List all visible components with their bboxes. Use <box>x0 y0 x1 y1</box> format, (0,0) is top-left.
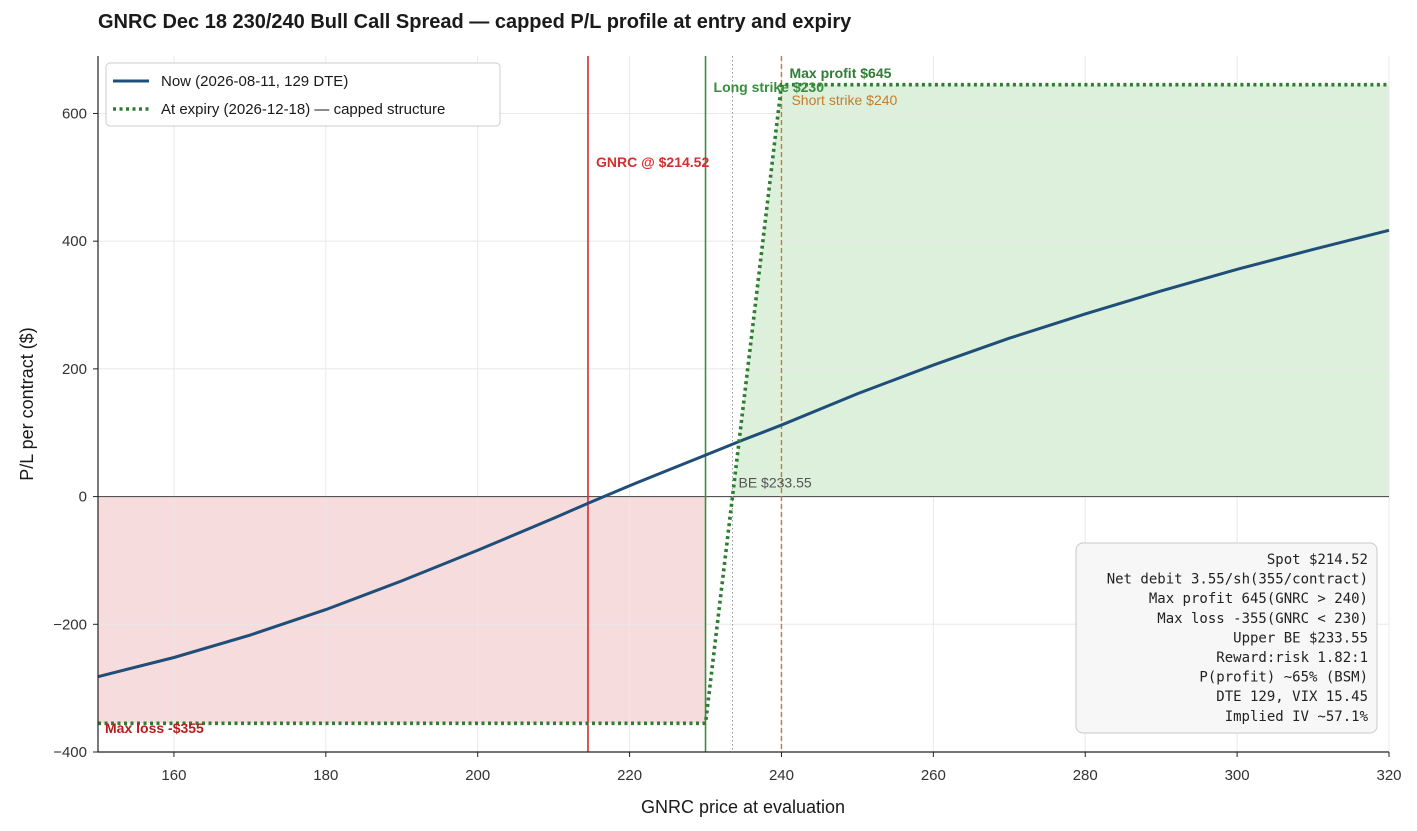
y-tick-label: 0 <box>79 489 87 506</box>
x-tick-label: 240 <box>769 767 794 784</box>
x-tick-label: 320 <box>1376 767 1401 784</box>
stats-box <box>1075 542 1378 734</box>
stats-line: Net debit 3.55/sh(355/contract) <box>1107 572 1368 588</box>
x-tick-label: 160 <box>161 767 186 784</box>
max-profit-label: Max profit $645 <box>789 65 891 81</box>
y-axis-label: P/L per contract ($) <box>17 327 37 480</box>
legend-box <box>105 62 501 127</box>
long-strike-label: Long strike $230 <box>714 79 825 95</box>
stats-line: Upper BE $233.55 <box>1233 630 1368 646</box>
expiry-pl-line <box>98 82 1389 726</box>
y-tick-label: 600 <box>62 105 87 122</box>
y-tick-label: −400 <box>53 744 87 761</box>
x-tick-label: 260 <box>921 767 946 784</box>
spot-price-label: GNRC @ $214.52 <box>596 154 709 170</box>
legend-label-expiry: At expiry (2026-12-18) — capped structur… <box>161 101 445 118</box>
y-tick-label: 200 <box>62 361 87 378</box>
y-tick-label: −200 <box>53 616 87 633</box>
breakeven-label: BE $233.55 <box>738 475 811 491</box>
short-strike-label: Short strike $240 <box>791 92 897 108</box>
stats-line: P(profit) ~65% (BSM) <box>1199 670 1368 686</box>
chart-title: GNRC Dec 18 230/240 Bull Call Spread — c… <box>98 11 852 33</box>
x-tick-label: 180 <box>313 767 338 784</box>
x-axis-label: GNRC price at evaluation <box>641 797 845 817</box>
profit-region <box>732 84 1389 497</box>
stats-line: Max loss -355(GNRC < 230) <box>1157 611 1368 627</box>
now-pl-line <box>97 228 1390 679</box>
y-tick-label: 400 <box>62 233 87 250</box>
stats-line: Reward:risk 1.82:1 <box>1216 650 1368 666</box>
x-tick-label: 280 <box>1073 767 1098 784</box>
loss-region <box>98 496 706 724</box>
x-tick-label: 300 <box>1225 767 1250 784</box>
stats-line: Spot $214.52 <box>1267 552 1368 568</box>
max-loss-label: Max loss -$355 <box>105 720 204 736</box>
x-tick-label: 200 <box>465 767 490 784</box>
legend-label-now: Now (2026-08-11, 129 DTE) <box>161 73 348 90</box>
stats-line: Implied IV ~57.1% <box>1225 709 1369 725</box>
stats-line: DTE 129, VIX 15.45 <box>1216 689 1368 705</box>
stats-line: Max profit 645(GNRC > 240) <box>1149 591 1368 607</box>
x-tick-label: 220 <box>617 767 642 784</box>
